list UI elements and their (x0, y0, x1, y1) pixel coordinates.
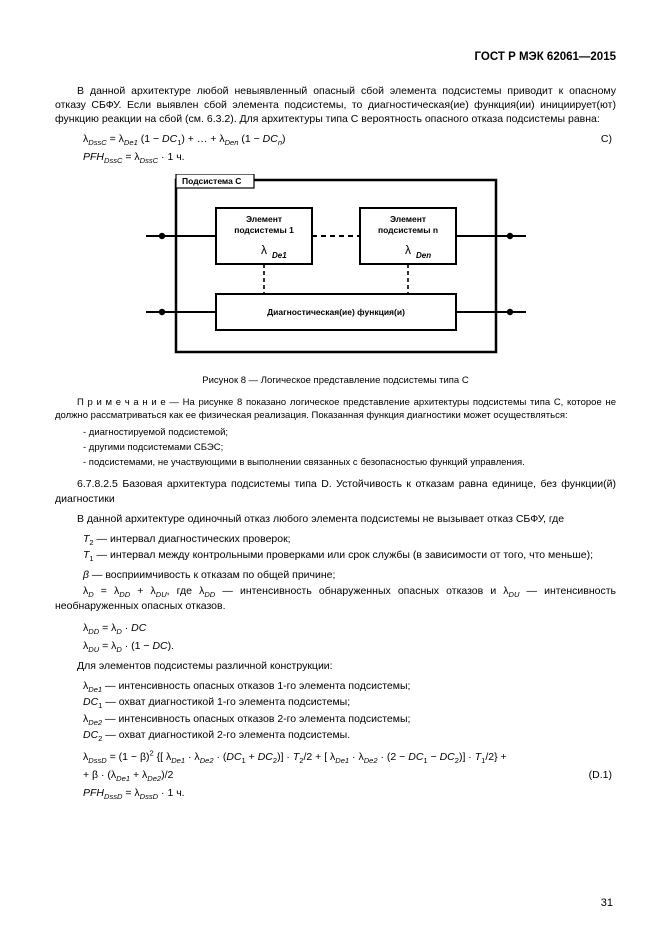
equation-c-body: λDssC = λDe1 (1 − DC1) + … + λDen (1 − D… (83, 132, 286, 146)
svg-text:λ: λ (261, 243, 267, 257)
lambdaD-text: — интенсивность обнаруженных опасных отк… (215, 585, 503, 597)
de1-line: λDe1 — интенсивность опасных отказов 1-г… (83, 679, 616, 693)
note-bullet-3: - подсистемами, не участвующими в выполн… (83, 457, 616, 470)
page: ГОСТ Р МЭК 62061—2015 В данной архитекту… (0, 0, 661, 935)
dc1-line: DC1 — охват диагностикой 1-го элемента п… (83, 695, 616, 709)
lambdaD-line: λD = λDD + λDU, где λDD — интенсивность … (55, 584, 616, 612)
diff-heading: Для элементов подсистемы различной конст… (55, 659, 616, 673)
figure-8-caption: Рисунок 8 — Логическое представление под… (55, 375, 616, 388)
t2-line: T2 — интервал диагностических проверок; (83, 532, 616, 546)
dc1-text: — охват диагностикой 1-го элемента подси… (102, 696, 350, 708)
section-d-para: В данной архитектуре одиночный отказ люб… (55, 512, 616, 526)
fig-el2-line1: Элемент (389, 214, 425, 224)
t2-text: — интервал диагностических проверок; (94, 533, 291, 545)
de2-line: λDe2 — интенсивность опасных отказов 2-г… (83, 712, 616, 726)
fig-el1-line1: Элемент (245, 214, 281, 224)
figure-8-svg: Подсистема С Элемент подсистемы 1 λ De1 … (146, 174, 526, 364)
doc-header: ГОСТ Р МЭК 62061—2015 (55, 50, 616, 66)
svg-text:Den: Den (416, 251, 431, 260)
figure-8: Подсистема С Элемент подсистемы 1 λ De1 … (146, 174, 526, 368)
note-paragraph: П р и м е ч а н и е — На рисунке 8 показ… (55, 397, 616, 423)
fig-el1-line2: подсистемы 1 (234, 225, 294, 235)
note-bullet-1: - диагностируемой подсистемой; (83, 427, 616, 440)
beta-text: — восприимчивость к отказам по общей при… (89, 569, 335, 581)
t1-text: — интервал между контрольными проверками… (94, 549, 593, 561)
equation-d-line1: λDssD = (1 − β)2 {[ λDe1 · λDe2 · (DC1 +… (83, 750, 616, 764)
intro-paragraph: В данной архитектуре любой невыявленный … (55, 84, 616, 127)
fig-diag-label: Диагностическая(ие) функция(и) (267, 307, 405, 317)
fig-title: Подсистема С (182, 176, 241, 186)
equation-c: λDssC = λDe1 (1 − DC1) + … + λDen (1 − D… (83, 132, 616, 146)
equation-c-label: C) (601, 132, 616, 146)
equation-d-label: (D.1) (589, 768, 616, 782)
note-bullet-2: - другими подсистемами СБЭС; (83, 442, 616, 455)
svg-text:De1: De1 (272, 251, 287, 260)
equation-lambdaDD: λDD = λD · DC (83, 621, 616, 635)
equation-lambdaDU: λDU = λD · (1 − DC). (83, 639, 616, 653)
fig-el2-line2: подсистемы n (377, 225, 437, 235)
dc2-text: — охват диагностикой 2-го элемента подси… (102, 729, 350, 741)
svg-text:λ: λ (405, 243, 411, 257)
de1-text: — интенсивность опасных отказов 1-го эле… (102, 680, 410, 692)
section-d-heading: 6.7.8.2.5 Базовая архитектура подсистемы… (55, 477, 616, 505)
t1-line: T1 — интервал между контрольными проверк… (55, 548, 616, 562)
equation-d-line2: + β · (λDe1 + λDe2)/2 (D.1) (83, 768, 616, 782)
equation-pfh-c: PFHDssC = λDssC · 1 ч. (83, 150, 616, 164)
page-number: 31 (601, 896, 613, 911)
beta-line: β — восприимчивость к отказам по общей п… (83, 568, 616, 582)
equation-pfh-d: PFHDssD = λDssD · 1 ч. (83, 786, 616, 800)
equation-pfh-c-body: PFHDssC = λDssC · 1 ч. (83, 150, 185, 164)
de2-text: — интенсивность опасных отказов 2-го эле… (102, 713, 410, 725)
dc2-line: DC2 — охват диагностикой 2-го элемента п… (83, 728, 616, 742)
